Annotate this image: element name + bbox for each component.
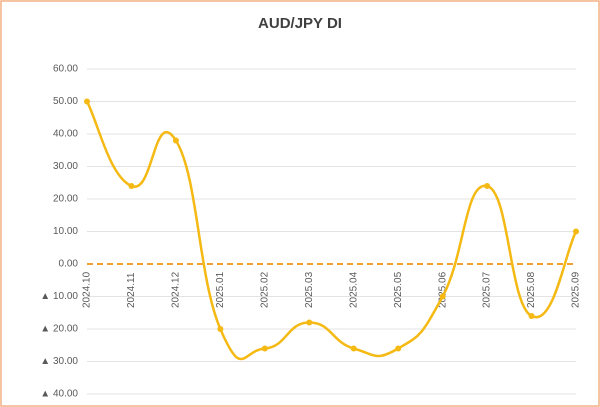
- chart-title: AUD/JPY DI: [258, 15, 342, 32]
- data-point: [573, 228, 579, 235]
- x-tick-label: 2025.09: [571, 271, 582, 308]
- y-tick-label: 40.00: [53, 129, 78, 140]
- data-point: [528, 313, 535, 319]
- data-point: [306, 319, 313, 326]
- y-tick-label: 20.00: [53, 194, 78, 205]
- x-tick-label: 2024.10: [82, 271, 93, 308]
- data-point: [350, 345, 357, 352]
- x-tick-label: 2025.01: [215, 271, 226, 308]
- x-tick-label: 2025.05: [393, 271, 404, 308]
- data-line: [85, 100, 578, 361]
- data-point: [217, 326, 224, 332]
- data-point: [484, 183, 491, 189]
- y-tick-label: 10.00: [53, 226, 78, 237]
- x-tick-label: 2024.11: [126, 272, 137, 308]
- x-tick-label: 2025.06: [437, 271, 448, 308]
- y-tick-label: 50.00: [53, 96, 78, 107]
- y-tick-label: 0.00: [59, 259, 79, 270]
- x-tick-label: 2025.03: [304, 271, 315, 308]
- x-tick-label: 2025.08: [526, 271, 537, 308]
- x-tick-label: 2024.12: [171, 271, 182, 308]
- x-tick-label: 2025.07: [482, 271, 493, 308]
- y-tick-label: ▲ 30.00: [40, 356, 78, 367]
- data-point: [261, 345, 268, 352]
- data-point: [84, 98, 90, 105]
- x-tick-label: 2025.04: [348, 271, 359, 308]
- data-point: [128, 183, 135, 189]
- data-point: [172, 137, 179, 144]
- y-tick-label: ▲ 40.00: [40, 389, 78, 400]
- x-tick-label: 2025.02: [259, 271, 270, 308]
- y-tick-label: 60.00: [53, 64, 78, 75]
- y-tick-label: ▲ 10.00: [40, 291, 78, 302]
- data-point: [395, 345, 402, 352]
- y-tick-label: 30.00: [53, 161, 78, 172]
- data-point: [439, 293, 446, 300]
- y-tick-label: ▲ 20.00: [40, 324, 78, 335]
